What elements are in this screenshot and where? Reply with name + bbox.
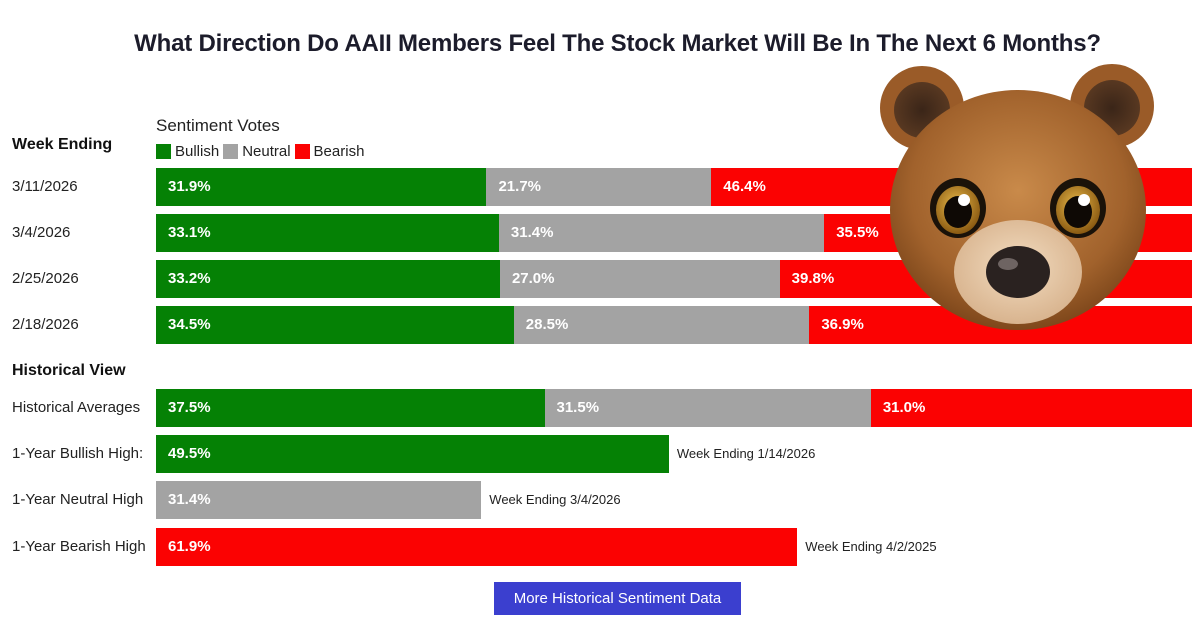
bar-segment-neutral: 27.0% [499, 260, 780, 298]
bar-segment-bullish: 33.1% [156, 214, 499, 252]
legend-swatch-bullish [156, 144, 171, 159]
historical-view-header: Historical View [12, 362, 126, 379]
bar-segment-bearish: 31.0% [870, 389, 1192, 427]
legend-item-bearish: Bearish [294, 143, 365, 160]
bar-bearish-high: 61.9% [156, 528, 798, 566]
row-label-week-0: 3/11/2026 [12, 178, 78, 195]
row-label-bullish-high: 1-Year Bullish High: [12, 445, 144, 462]
legend: Bullish Neutral Bearish [156, 143, 368, 160]
legend-item-bullish: Bullish [156, 143, 219, 160]
bar-segment-neutral: 21.7% [486, 168, 712, 206]
stacked-bar-historical-averages: 37.5% 31.5% 31.0% [156, 389, 1192, 427]
legend-label-bullish: Bullish [175, 143, 220, 160]
week-note-bearish-high: Week Ending 4/2/2025 [805, 539, 937, 554]
week-ending-header: Week Ending [12, 136, 113, 153]
row-label-neutral-high: 1-Year Neutral High [12, 491, 144, 508]
week-note-neutral-high: Week Ending 3/4/2026 [489, 492, 621, 507]
legend-swatch-bearish [294, 144, 310, 159]
week-note-bullish-high: Week Ending 1/14/2026 [676, 446, 816, 461]
bar-segment-neutral: 31.5% [544, 389, 871, 427]
bear-mascot-icon [880, 64, 1154, 330]
bar-segment-neutral: 28.5% [513, 306, 810, 344]
chart-title: What Direction Do AAII Members Feel The … [134, 30, 1101, 57]
legend-title: Sentiment Votes [156, 116, 280, 135]
bar-segment-bullish: 31.9% [156, 168, 487, 206]
row-label-week-2: 2/25/2026 [12, 270, 79, 287]
bar-bullish-high: 49.5% [156, 435, 669, 473]
legend-label-bearish: Bearish [313, 143, 365, 160]
row-label-historical-averages: Historical Averages [12, 399, 141, 416]
bar-neutral-high: 31.4% [156, 481, 482, 519]
legend-swatch-neutral [223, 144, 239, 159]
legend-label-neutral: Neutral [242, 143, 291, 160]
bar-segment-neutral: 31.4% [498, 214, 825, 252]
bar-segment-bullish: 33.2% [156, 260, 500, 298]
legend-item-neutral: Neutral [223, 143, 291, 160]
row-label-week-3: 2/18/2026 [12, 316, 79, 333]
more-historical-data-button[interactable]: More Historical Sentiment Data [494, 582, 741, 615]
bar-segment-bullish: 37.5% [156, 389, 545, 427]
row-label-week-1: 3/4/2026 [12, 224, 71, 241]
row-label-bearish-high: 1-Year Bearish High [12, 538, 146, 555]
bar-segment-bullish: 34.5% [156, 306, 514, 344]
